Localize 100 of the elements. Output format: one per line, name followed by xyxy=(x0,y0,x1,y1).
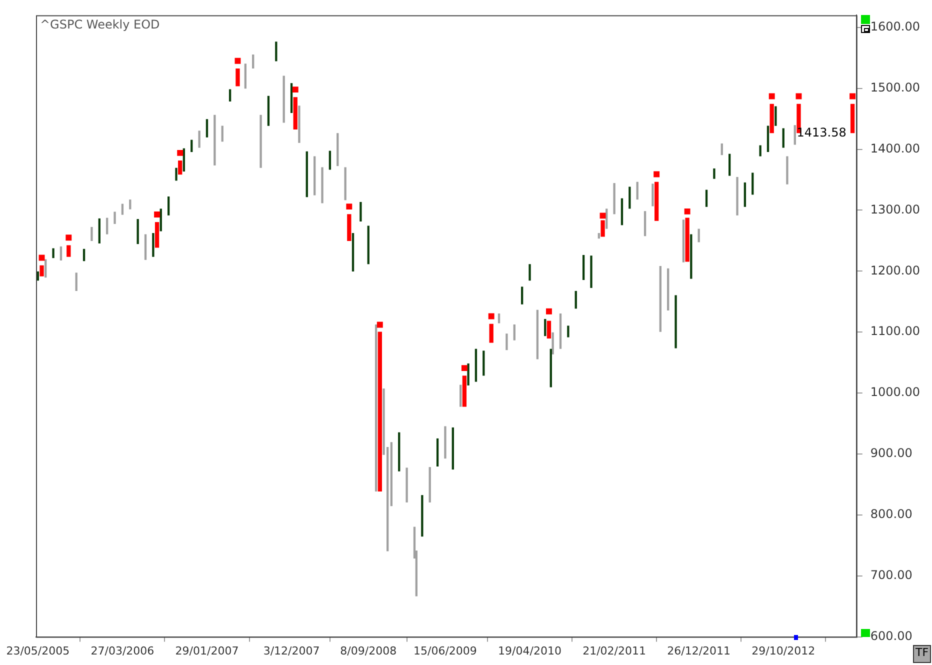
x-tick-label: 26/12/2011 xyxy=(667,644,731,658)
bar xyxy=(390,442,393,506)
bar xyxy=(66,245,71,257)
bar xyxy=(528,264,531,281)
bar xyxy=(474,348,478,382)
y-tick-label: 700.00 xyxy=(870,568,912,582)
bar xyxy=(260,114,262,168)
bar xyxy=(489,324,494,343)
bar xyxy=(613,183,616,214)
bar xyxy=(582,254,585,280)
bar xyxy=(367,226,370,264)
bar xyxy=(175,168,178,181)
bar xyxy=(178,160,182,175)
bar xyxy=(452,427,454,470)
bar xyxy=(406,468,408,502)
bar xyxy=(290,83,293,114)
y-tick-label: 900.00 xyxy=(870,446,912,460)
bar xyxy=(636,182,638,200)
bar xyxy=(198,130,200,148)
text: TF xyxy=(913,645,931,663)
x-tick-label: 29/01/2007 xyxy=(175,644,239,658)
bar xyxy=(114,212,116,224)
bar xyxy=(44,259,47,278)
bar xyxy=(352,233,354,272)
bar xyxy=(90,226,93,242)
bar xyxy=(794,125,796,145)
point xyxy=(600,212,606,219)
bar xyxy=(314,156,316,196)
y-tick-label: 1300.00 xyxy=(870,202,920,216)
bar xyxy=(436,438,439,466)
bar xyxy=(536,310,539,360)
bar xyxy=(428,467,431,502)
x-tick-label: 15/06/2009 xyxy=(414,644,477,658)
bar xyxy=(766,126,770,152)
bar xyxy=(374,324,378,492)
x-tick-label: 19/04/2010 xyxy=(498,644,562,658)
bar xyxy=(244,64,246,89)
bar xyxy=(121,204,124,215)
x-tick-label: 21/02/2011 xyxy=(582,644,646,658)
bar xyxy=(659,266,662,332)
bar xyxy=(590,256,592,288)
bar xyxy=(667,268,670,310)
bar xyxy=(182,148,186,172)
y-tick-label: 1000.00 xyxy=(870,385,920,400)
point xyxy=(292,86,298,93)
point xyxy=(376,322,383,328)
bar xyxy=(336,133,339,166)
x-tick-label: 23/05/2005 xyxy=(6,644,70,658)
bar xyxy=(598,233,600,239)
point xyxy=(488,313,494,320)
y-tick-label: 600.00 xyxy=(870,628,912,643)
bar xyxy=(236,68,240,86)
bar xyxy=(52,248,54,258)
bar xyxy=(360,202,362,222)
bar xyxy=(644,211,646,236)
x-tick-label: 29/10/2012 xyxy=(752,644,816,658)
bar xyxy=(106,218,108,234)
bar xyxy=(98,218,100,244)
bar xyxy=(282,76,285,123)
bar xyxy=(214,114,216,166)
bar xyxy=(521,286,524,304)
y-tick-label: 800.00 xyxy=(870,507,912,522)
bar xyxy=(654,182,659,221)
bar xyxy=(40,265,44,276)
bar xyxy=(550,348,552,388)
bar xyxy=(705,190,708,207)
bar xyxy=(674,295,677,348)
bar xyxy=(544,318,546,336)
bar xyxy=(559,313,562,349)
bar xyxy=(462,376,467,407)
bar xyxy=(190,140,193,152)
point xyxy=(654,171,660,178)
bar xyxy=(786,156,788,184)
bar xyxy=(267,96,270,126)
y-tick-label: 1600.00 xyxy=(870,20,920,34)
bar xyxy=(782,128,784,148)
bar xyxy=(298,106,300,143)
bar xyxy=(759,145,762,156)
bar xyxy=(136,219,139,244)
bar xyxy=(498,313,500,324)
bar xyxy=(685,218,690,262)
point xyxy=(66,234,72,241)
bar xyxy=(552,332,554,354)
point xyxy=(234,58,241,64)
bar xyxy=(421,495,424,537)
bar xyxy=(682,220,685,262)
bar xyxy=(82,248,86,262)
bar xyxy=(160,208,162,232)
point xyxy=(546,308,552,314)
bar xyxy=(444,426,446,459)
x-tick-label: 8/09/2008 xyxy=(340,644,397,658)
bar xyxy=(154,222,160,248)
bar xyxy=(221,126,224,142)
bar xyxy=(293,97,298,130)
bar xyxy=(690,234,692,279)
point xyxy=(461,365,468,372)
bar xyxy=(36,271,39,281)
bar xyxy=(606,208,608,229)
bar xyxy=(398,432,400,472)
point xyxy=(850,93,856,100)
